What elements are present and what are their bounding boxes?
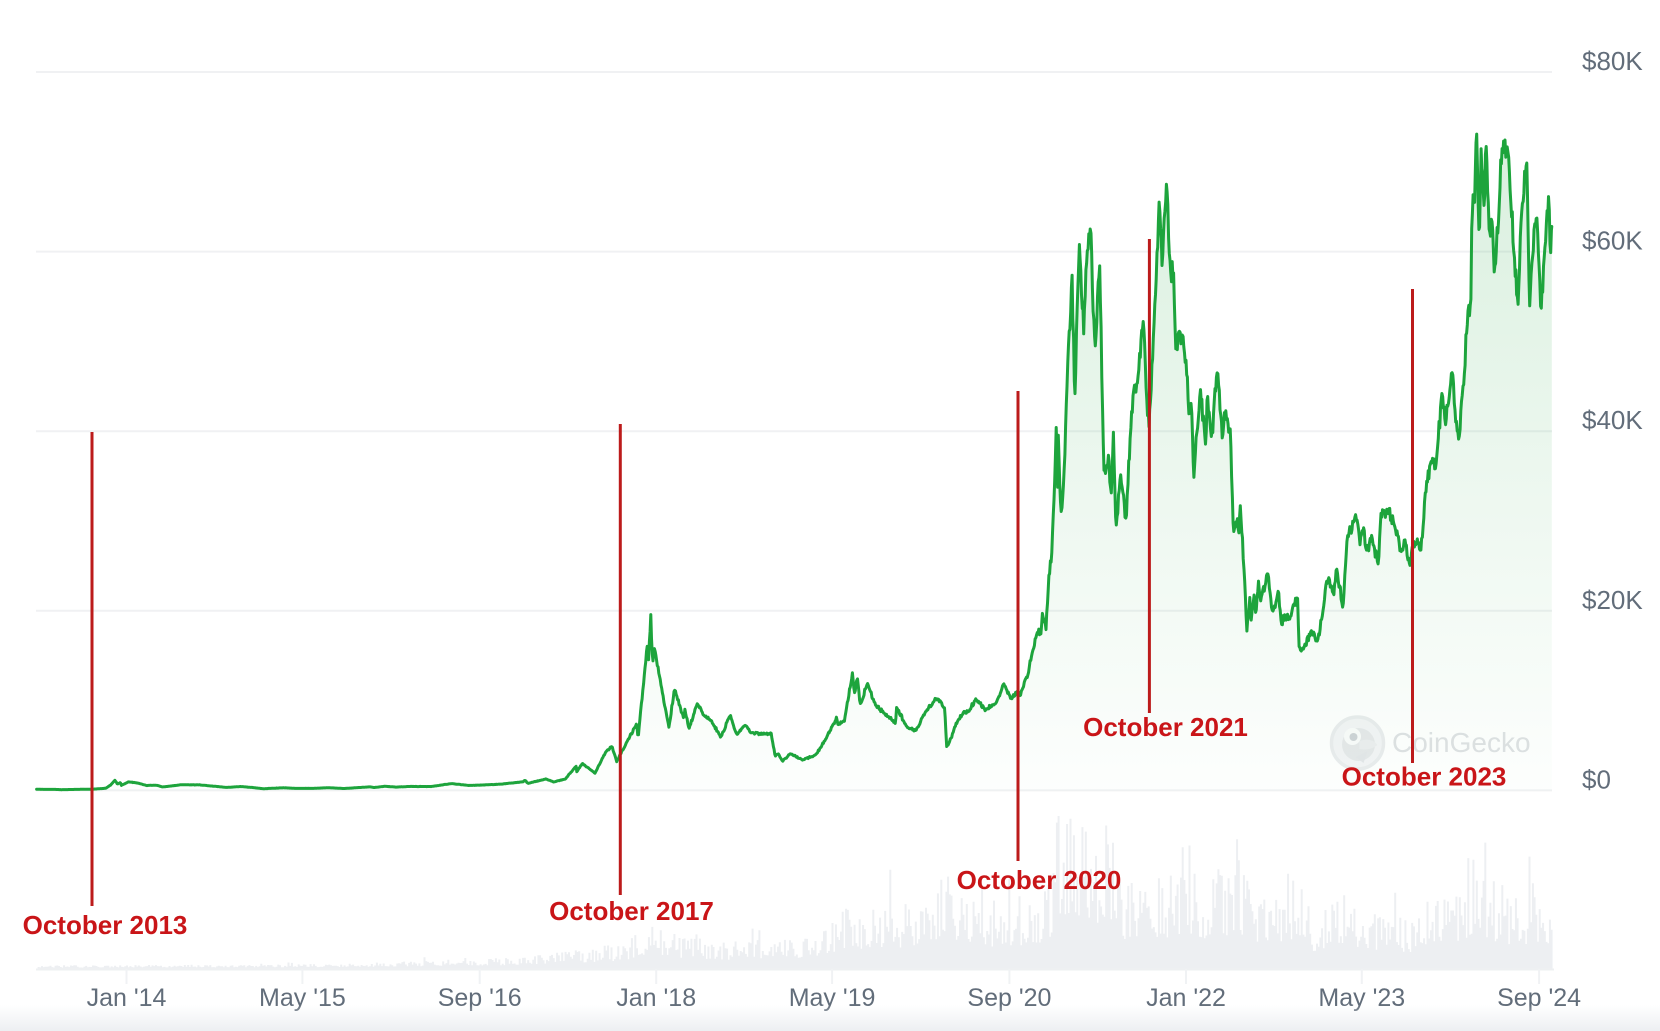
svg-text:October 2017: October 2017 [549, 896, 714, 926]
svg-text:$40K: $40K [1582, 405, 1643, 435]
svg-text:October 2013: October 2013 [23, 910, 188, 940]
svg-text:$0: $0 [1582, 764, 1611, 794]
svg-text:October 2021: October 2021 [1083, 712, 1248, 742]
svg-text:$20K: $20K [1582, 585, 1643, 615]
svg-text:$60K: $60K [1582, 226, 1643, 256]
svg-text:$80K: $80K [1582, 46, 1643, 76]
svg-text:October 2023: October 2023 [1342, 761, 1507, 791]
svg-text:October 2020: October 2020 [957, 865, 1122, 895]
